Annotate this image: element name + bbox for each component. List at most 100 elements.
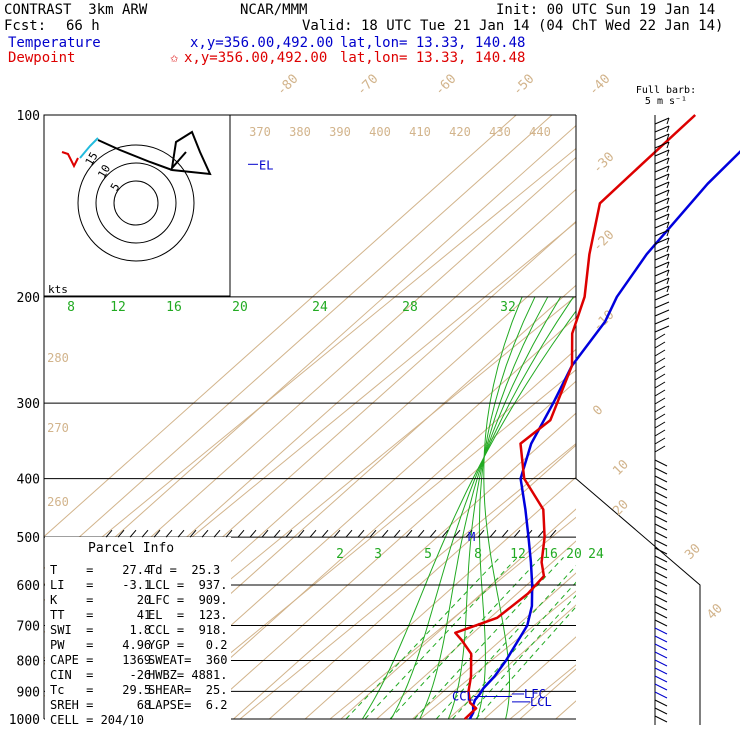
isotherm-label: -70	[354, 72, 381, 99]
wind-barb	[654, 475, 668, 483]
mixing-ratio-line	[435, 565, 576, 720]
theta-e-label: 370	[249, 125, 271, 139]
wind-barb-feather	[666, 125, 670, 133]
wind-barb	[654, 563, 668, 571]
parcel-info-value-right: LAPSE= 6.2	[148, 698, 227, 712]
temperature-latlon: lat,lon= 13.33, 140.48	[340, 35, 526, 51]
wind-barb	[654, 571, 668, 579]
wind-barb	[654, 173, 670, 181]
wind-barb	[654, 285, 670, 293]
wind-barb	[654, 413, 666, 421]
wind-barb	[654, 397, 666, 405]
moist-adiabat-label: 32	[500, 300, 516, 315]
pressure-tick-label: 500	[17, 531, 40, 546]
wind-barb-feather	[666, 157, 670, 165]
wind-barb-feather	[666, 117, 670, 125]
freezing-level-hatch	[453, 529, 461, 538]
isotherm-line	[555, 700, 576, 720]
freezing-level-hatch	[441, 529, 449, 538]
wind-barb	[654, 523, 668, 531]
freezing-level-hatch	[165, 529, 173, 538]
wind-barb-feather	[666, 149, 670, 157]
freezing-level-hatch	[261, 529, 269, 538]
wind-barb	[654, 221, 670, 229]
mixing-ratio-line	[475, 606, 576, 720]
dry-adiabat-line	[329, 516, 576, 720]
wind-barb	[654, 643, 668, 651]
melting-level-label: M	[468, 530, 475, 544]
isotherm-label: -60	[432, 72, 459, 99]
wind-barb	[654, 445, 666, 453]
wind-barb	[654, 341, 666, 349]
parcel-info-value-right: LFC = 909.	[148, 593, 227, 607]
hodograph-ring-label: 10	[95, 163, 113, 181]
wind-barb-feather	[666, 229, 670, 237]
dry-adiabat-line	[600, 115, 740, 719]
isotherm-line	[197, 380, 576, 720]
dry-adiabat-line	[239, 442, 576, 720]
wind-barb	[654, 349, 666, 357]
parcel-info-value-right: Td = 25.3	[148, 563, 220, 577]
isotherm-label: -80	[274, 72, 301, 99]
model-title: CONTRAST 3km ARW	[4, 2, 148, 18]
isotherm-label: -40	[586, 72, 613, 99]
wind-barb	[654, 269, 670, 277]
wind-barb	[654, 317, 670, 325]
wind-barb-feather	[666, 221, 670, 229]
moist-adiabat-curve	[419, 296, 562, 720]
parcel-info-value-right: SHEAR= 25.	[148, 683, 227, 697]
parcel-info-value-left: TT = 41	[50, 608, 151, 622]
wind-barb	[654, 301, 670, 309]
wind-barb	[654, 197, 670, 205]
freezing-level-hatch	[429, 529, 437, 538]
isotherm-line	[233, 412, 576, 720]
freezing-level-hatch	[477, 529, 485, 538]
wind-barb	[654, 261, 670, 269]
theta-e-label: 420	[449, 125, 471, 139]
wind-barb	[654, 165, 670, 173]
freezing-level-hatch	[225, 529, 233, 538]
wind-barb	[654, 635, 668, 643]
isotherm-label: 30	[682, 541, 704, 563]
wind-barb-feather	[666, 237, 670, 245]
lcl-marker-label: LCL	[530, 695, 552, 709]
wind-barb	[654, 189, 670, 197]
wind-barb-feather	[666, 189, 670, 197]
isotherm-line	[447, 604, 576, 720]
mixing-ratio-line	[452, 581, 576, 720]
lfc-marker-label: LFC	[524, 687, 546, 701]
freezing-level-hatch	[417, 529, 425, 538]
temperature-trace	[468, 150, 740, 720]
theta-e-label: 410	[409, 125, 431, 139]
hodograph-trace-mid	[79, 137, 99, 159]
wind-barb	[654, 277, 670, 285]
wind-barb	[654, 515, 668, 523]
wind-barb	[654, 603, 668, 611]
isotherm-line	[125, 316, 576, 720]
theta-e-label: 400	[369, 125, 391, 139]
mixing-ratio-label: 20	[566, 547, 582, 562]
wind-barb-feather	[666, 269, 670, 277]
wind-barb	[654, 293, 670, 301]
wind-barb-feather	[666, 277, 670, 285]
dewpoint-location: x,y=356.00,492.00	[184, 50, 328, 66]
wind-barb	[654, 651, 668, 659]
wind-barb	[654, 133, 670, 141]
freezing-level-hatch	[189, 529, 197, 538]
isotherm-label: -10	[590, 308, 617, 335]
theta-e-label: 430	[489, 125, 511, 139]
wind-barb	[654, 467, 668, 475]
dewpoint-marker-icon: ✩	[170, 50, 179, 66]
freezing-level-hatch	[309, 529, 317, 538]
parcel-info-value-right: CCL = 918.	[148, 623, 227, 637]
forecast-hour: 66 h	[66, 18, 100, 34]
wind-barb	[654, 491, 668, 499]
dry-adiabat-line	[149, 369, 576, 720]
wind-barb	[654, 325, 670, 333]
isotherm-line	[268, 444, 576, 720]
parcel-info-value-left: LI = -3.1	[50, 578, 151, 592]
pressure-tick-label: 100	[17, 109, 40, 124]
barb-legend-value: 5 m s⁻¹	[645, 96, 687, 107]
freezing-level-hatch	[501, 529, 509, 538]
